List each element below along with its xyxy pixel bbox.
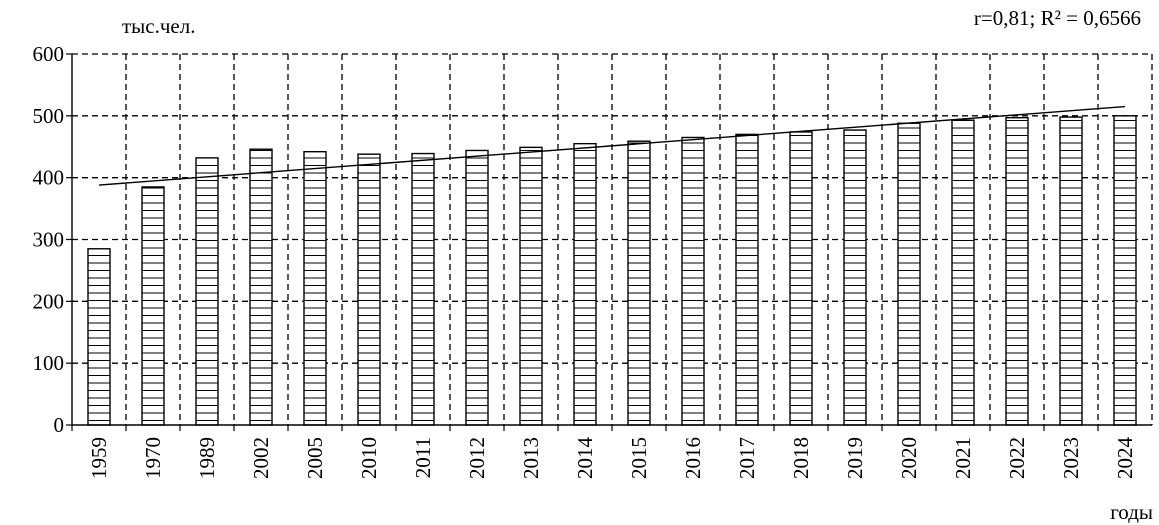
x-tick-label: 2016 — [681, 437, 705, 479]
x-tick-label: 2010 — [357, 437, 381, 479]
x-tick-label: 2014 — [573, 437, 597, 480]
bar-2012 — [465, 149, 489, 426]
x-tick-label: 2011 — [411, 437, 435, 478]
bar-2022 — [1005, 116, 1029, 426]
x-tick-label: 1959 — [87, 437, 111, 479]
y-tick-label: 100 — [33, 351, 65, 375]
x-tick-label: 2023 — [1059, 437, 1083, 479]
x-tick-label: 2022 — [1005, 437, 1029, 479]
x-tick-label: 2024 — [1113, 437, 1137, 480]
bar-2018 — [789, 131, 813, 426]
x-axis-label: годы — [1110, 500, 1153, 524]
x-tick-label: 2019 — [843, 437, 867, 479]
x-tick-label: 1989 — [195, 437, 219, 479]
bar-1959 — [87, 248, 111, 426]
y-tick-label: 0 — [54, 413, 65, 437]
bar-2011 — [411, 152, 435, 426]
x-tick-label: 2017 — [735, 437, 759, 479]
bar-2019 — [843, 129, 867, 426]
x-tick-label: 2013 — [519, 437, 543, 479]
bar-2016 — [681, 136, 705, 426]
y-axis-label: тыс.чел. — [122, 14, 196, 38]
y-tick-label: 400 — [33, 166, 65, 190]
trendline-line — [98, 105, 1126, 186]
bar-2015 — [627, 140, 651, 426]
bar-2014 — [573, 142, 597, 426]
bar-2002 — [249, 148, 273, 426]
x-tick-label: 2020 — [897, 437, 921, 479]
correlation-annotation: r=0,81; R² = 0,6566 — [973, 6, 1141, 30]
bar-2010 — [357, 153, 381, 426]
bar-2021 — [951, 119, 975, 426]
bar-2017 — [735, 133, 759, 426]
bar-2023 — [1059, 116, 1083, 426]
y-tick-label: 500 — [33, 104, 65, 128]
tick-labels: 0 100 200 300 400 500 600 1959 1970 1989 2002 2005 2… — [33, 42, 1138, 479]
bar-1970 — [141, 186, 165, 426]
y-tick-label: 200 — [33, 289, 65, 313]
bar-2013 — [519, 146, 543, 426]
bar-2020 — [897, 122, 921, 426]
bar-2005 — [303, 150, 327, 426]
x-tick-label: 2021 — [951, 437, 975, 479]
x-tick-label: 2018 — [789, 437, 813, 479]
x-tick-label: 2002 — [249, 437, 273, 479]
trendline — [98, 105, 1126, 186]
x-tick-label: 1970 — [141, 437, 165, 479]
x-tick-label: 2012 — [465, 437, 489, 479]
bar-2024 — [1113, 115, 1137, 426]
grid-lines — [72, 53, 1153, 425]
x-tick-label: 2005 — [303, 437, 327, 479]
y-tick-label: 600 — [33, 42, 65, 66]
axes — [66, 53, 1152, 431]
y-tick-label: 300 — [33, 228, 65, 252]
bar-1989 — [195, 157, 219, 426]
bars — [87, 115, 1137, 426]
x-tick-label: 2015 — [627, 437, 651, 479]
